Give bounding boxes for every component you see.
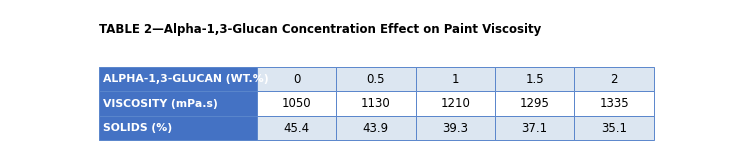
Bar <box>98 116 257 140</box>
Text: 1: 1 <box>451 73 459 86</box>
Text: 45.4: 45.4 <box>283 122 310 135</box>
Text: 2: 2 <box>611 73 618 86</box>
Text: 1295: 1295 <box>520 97 550 110</box>
Bar <box>98 67 257 91</box>
Text: 1050: 1050 <box>282 97 311 110</box>
Bar <box>98 91 257 116</box>
Bar <box>257 67 336 91</box>
Bar <box>495 91 575 116</box>
Text: TABLE 2—Alpha-1,3-Glucan Concentration Effect on Paint Viscosity: TABLE 2—Alpha-1,3-Glucan Concentration E… <box>98 23 541 36</box>
Bar <box>575 67 654 91</box>
Bar <box>336 91 415 116</box>
Bar <box>257 91 336 116</box>
Bar <box>495 67 575 91</box>
Bar <box>575 91 654 116</box>
Text: ALPHA-1,3-GLUCAN (WT.%): ALPHA-1,3-GLUCAN (WT.%) <box>103 74 269 84</box>
Bar <box>415 116 495 140</box>
Text: 39.3: 39.3 <box>443 122 468 135</box>
Text: SOLIDS (%): SOLIDS (%) <box>103 123 172 133</box>
Text: 35.1: 35.1 <box>601 122 627 135</box>
Bar <box>415 67 495 91</box>
Text: 1210: 1210 <box>440 97 470 110</box>
Bar <box>336 67 415 91</box>
Bar <box>575 116 654 140</box>
Bar <box>257 116 336 140</box>
Text: 43.9: 43.9 <box>363 122 389 135</box>
Text: 1.5: 1.5 <box>526 73 544 86</box>
Text: 0: 0 <box>293 73 300 86</box>
Bar <box>415 91 495 116</box>
Bar <box>336 116 415 140</box>
Bar <box>495 116 575 140</box>
Text: 1130: 1130 <box>361 97 390 110</box>
Text: VISCOSITY (mPa.s): VISCOSITY (mPa.s) <box>103 99 218 109</box>
Text: 37.1: 37.1 <box>522 122 548 135</box>
Text: 0.5: 0.5 <box>367 73 385 86</box>
Text: 1335: 1335 <box>599 97 629 110</box>
